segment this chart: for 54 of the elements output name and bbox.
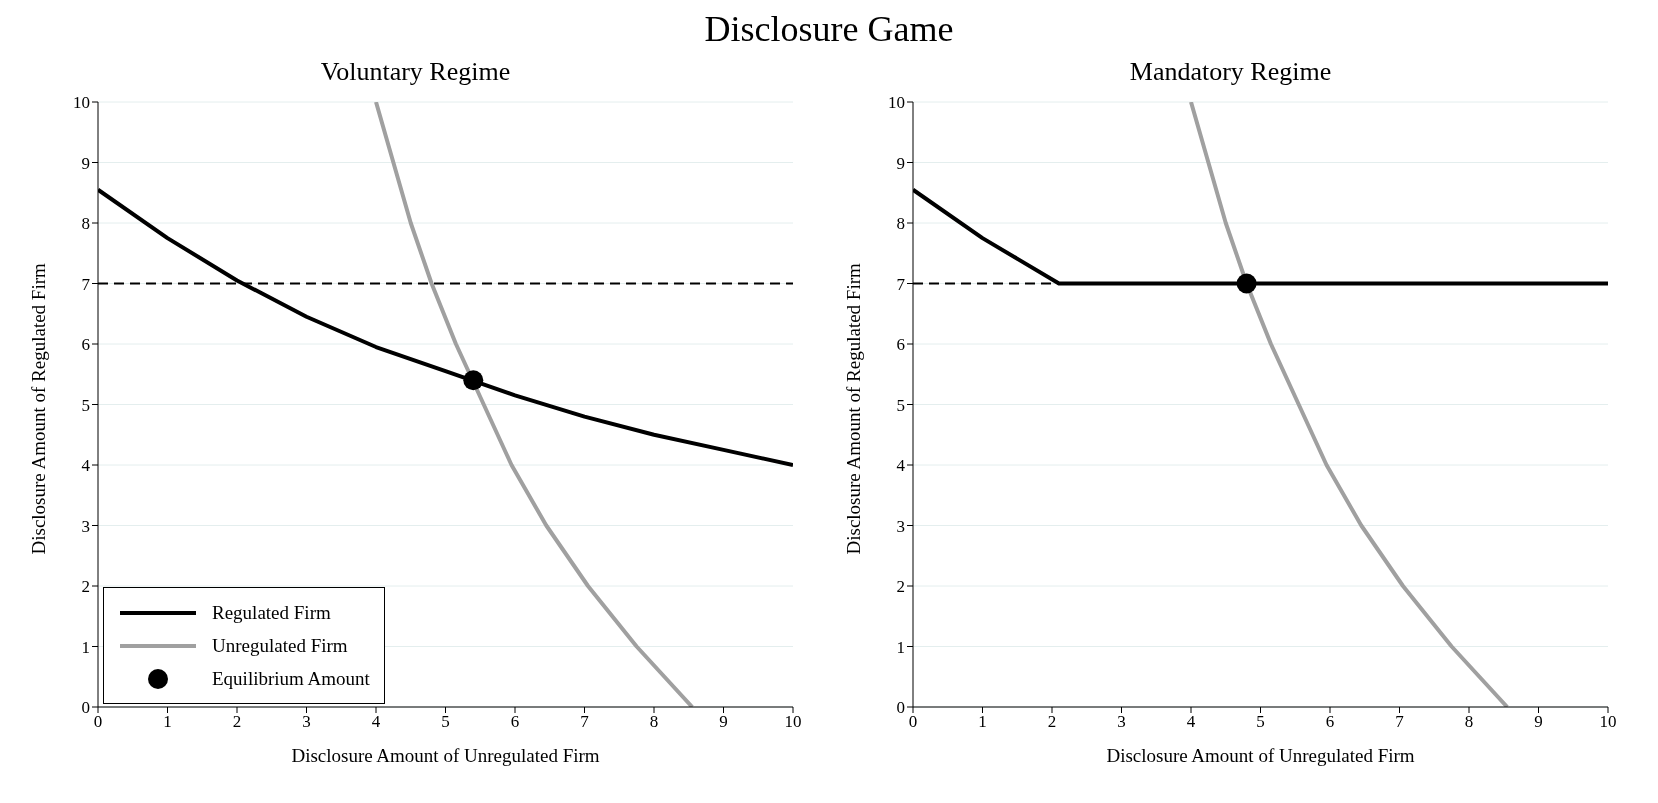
x-tick-label: 4 bbox=[371, 712, 381, 732]
x-tick-label: 3 bbox=[302, 712, 311, 732]
y-tick-label: 0 bbox=[81, 698, 90, 718]
x-tick-label: 5 bbox=[441, 712, 450, 732]
x-tick-label: 8 bbox=[1464, 712, 1474, 732]
x-tick-label: 9 bbox=[719, 712, 728, 732]
x-tick-label: 2 bbox=[1047, 712, 1057, 732]
y-tick-label: 4 bbox=[81, 456, 91, 476]
y-tick-label: 8 bbox=[896, 214, 905, 234]
y-axis-title: Disclosure Amount of Regulated Firm bbox=[842, 262, 864, 555]
legend-label: Regulated Firm bbox=[212, 601, 331, 624]
y-tick-label: 3 bbox=[81, 516, 90, 536]
y-tick-label: 6 bbox=[896, 335, 905, 355]
y-tick-label: 9 bbox=[81, 153, 90, 173]
y-tick-label: 1 bbox=[896, 637, 905, 657]
y-tick-label: 7 bbox=[896, 274, 906, 294]
y-tick-label: 10 bbox=[73, 93, 90, 113]
y-tick-label: 8 bbox=[81, 214, 90, 234]
x-tick-label: 8 bbox=[649, 712, 659, 732]
y-axis-title: Disclosure Amount of Regulated Firm bbox=[27, 262, 49, 555]
x-tick-label: 7 bbox=[580, 712, 590, 732]
x-tick-label: 10 bbox=[1599, 712, 1617, 732]
x-tick-label: 2 bbox=[232, 712, 242, 732]
x-tick-label: 10 bbox=[784, 712, 802, 732]
y-tick-label: 10 bbox=[888, 93, 905, 113]
legend-label: Equilibrium Amount bbox=[212, 667, 370, 690]
y-tick-label: 1 bbox=[81, 637, 90, 657]
y-tick-label: 3 bbox=[896, 516, 905, 536]
line-series bbox=[374, 102, 695, 707]
y-tick-label: 9 bbox=[896, 153, 905, 173]
x-tick-label: 3 bbox=[1117, 712, 1126, 732]
chart-title: Voluntary Regime bbox=[319, 56, 512, 88]
x-axis-title: Disclosure Amount of Unregulated Firm bbox=[291, 745, 600, 766]
x-tick-label: 1 bbox=[163, 712, 172, 732]
y-tick-label: 2 bbox=[81, 577, 90, 597]
y-tick-label: 6 bbox=[81, 335, 90, 355]
y-tick-label: 0 bbox=[896, 698, 905, 718]
x-tick-label: 6 bbox=[1325, 712, 1335, 732]
y-tick-label: 5 bbox=[896, 395, 905, 415]
line-series bbox=[1189, 102, 1510, 707]
legend-label: Unregulated Firm bbox=[212, 634, 348, 657]
text: Disclosure Game bbox=[703, 8, 955, 51]
y-tick-label: 4 bbox=[896, 456, 906, 476]
x-tick-label: 5 bbox=[1256, 712, 1265, 732]
chart-title: Mandatory Regime bbox=[1128, 56, 1333, 88]
y-tick-label: 5 bbox=[81, 395, 90, 415]
x-tick-label: 9 bbox=[1534, 712, 1543, 732]
x-tick-label: 7 bbox=[1395, 712, 1405, 732]
x-axis-title: Disclosure Amount of Unregulated Firm bbox=[1106, 745, 1415, 766]
x-tick-label: 4 bbox=[1186, 712, 1196, 732]
x-tick-label: 1 bbox=[978, 712, 987, 732]
y-tick-label: 2 bbox=[896, 577, 905, 597]
y-tick-label: 7 bbox=[81, 274, 91, 294]
x-tick-label: 6 bbox=[510, 712, 520, 732]
